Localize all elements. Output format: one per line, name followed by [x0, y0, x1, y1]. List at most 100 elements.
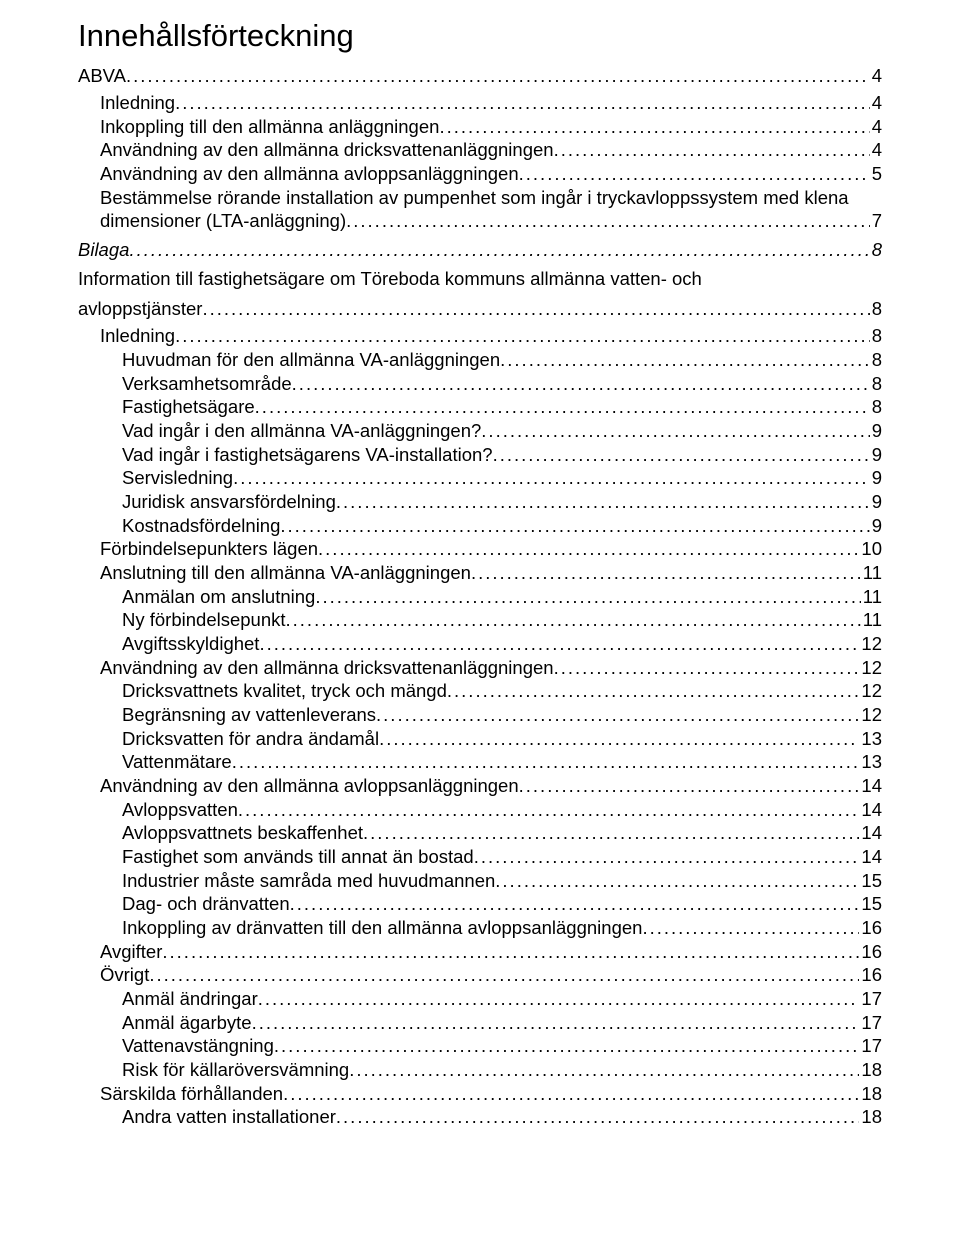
toc-leader-dots — [318, 537, 859, 561]
toc-entry: Anmäl ägarbyte17 — [78, 1011, 882, 1035]
toc-page-number: 18 — [859, 1105, 882, 1129]
toc-label: Dricksvattnets kvalitet, tryck och mängd — [122, 679, 447, 703]
toc-label: ABVA — [78, 64, 126, 88]
toc-leader-dots — [175, 91, 870, 115]
toc-leader-dots — [363, 821, 859, 845]
toc-label: Verksamhetsområde — [122, 372, 292, 396]
toc-page-number: 8 — [870, 395, 882, 419]
toc-leader-dots — [519, 162, 870, 186]
toc-page-number: 11 — [861, 561, 882, 585]
toc-leader-dots — [481, 419, 869, 443]
toc-page-number: 14 — [859, 798, 882, 822]
toc-leader-dots — [252, 1011, 860, 1035]
toc-entry: Avloppsvattnets beskaffenhet14 — [78, 821, 882, 845]
toc-leader-dots — [286, 608, 861, 632]
table-of-contents: ABVA4Inledning4Inkoppling till den allmä… — [78, 64, 882, 1130]
toc-entry: Vad ingår i fastighetsägarens VA-install… — [78, 443, 882, 467]
toc-leader-dots — [149, 963, 859, 987]
toc-label: Vattenmätare — [122, 750, 232, 774]
toc-leader-dots — [238, 798, 860, 822]
toc-leader-dots — [500, 348, 870, 372]
toc-entry: Vattenavstängning 17 — [78, 1034, 882, 1058]
toc-page-number: 12 — [859, 703, 882, 727]
toc-page-number: 17 — [859, 987, 882, 1011]
toc-entry: Anmäl ändringar 17 — [78, 987, 882, 1011]
toc-label: Huvudman för den allmänna VA-anläggninge… — [122, 348, 500, 372]
toc-entry: Ny förbindelsepunkt11 — [78, 608, 882, 632]
toc-page-number: 4 — [870, 115, 882, 139]
toc-entry: Dricksvatten för andra ändamål13 — [78, 727, 882, 751]
toc-label: Juridisk ansvarsfördelning — [122, 490, 336, 514]
toc-leader-dots — [554, 656, 860, 680]
toc-page-number: 15 — [859, 892, 882, 916]
toc-entry: Risk för källaröversvämning 18 — [78, 1058, 882, 1082]
toc-page-number: 16 — [859, 963, 882, 987]
toc-leader-dots — [232, 750, 860, 774]
toc-leader-dots — [233, 466, 870, 490]
toc-page-number: 8 — [870, 348, 882, 372]
toc-entry: Inledning8 — [78, 324, 882, 348]
toc-page-number: 8 — [870, 324, 882, 348]
toc-entry: Industrier måste samråda med huvudmannen… — [78, 869, 882, 893]
toc-leader-dots — [336, 490, 870, 514]
toc-label: Andra vatten installationer — [122, 1105, 336, 1129]
toc-label: Bestämmelse rörande installation av pump… — [100, 187, 849, 208]
toc-page-number: 9 — [870, 466, 882, 490]
toc-entry: Användning av den allmänna avloppsanlägg… — [78, 162, 882, 186]
toc-page-number: 18 — [859, 1058, 882, 1082]
toc-label: Avgiftsskyldighet — [122, 632, 259, 656]
toc-label: Kostnadsfördelning — [122, 514, 280, 538]
toc-label: Inkoppling av dränvatten till den allmän… — [122, 916, 642, 940]
toc-entry-line: Bestämmelse rörande installation av pump… — [78, 186, 882, 210]
toc-entry: Huvudman för den allmänna VA-anläggninge… — [78, 348, 882, 372]
toc-entry: Användning av den allmänna dricksvattena… — [78, 138, 882, 162]
toc-entry: Avgifter16 — [78, 940, 882, 964]
toc-label: Inledning — [100, 91, 175, 115]
toc-entry: Kostnadsfördelning 9 — [78, 514, 882, 538]
toc-leader-dots — [202, 297, 869, 321]
toc-label: avloppstjänster — [78, 297, 202, 321]
toc-label: Risk för källaröversvämning — [122, 1058, 349, 1082]
toc-leader-dots — [346, 209, 870, 233]
toc-entry: Anmälan om anslutning11 — [78, 585, 882, 609]
toc-page-number: 9 — [870, 443, 882, 467]
toc-entry: Särskilda förhållanden18 — [78, 1082, 882, 1106]
toc-page-number: 17 — [859, 1034, 882, 1058]
toc-leader-dots — [129, 238, 869, 262]
toc-leader-dots — [474, 845, 860, 869]
toc-entry: Fastighetsägare8 — [78, 395, 882, 419]
toc-label: Anmäl ägarbyte — [122, 1011, 252, 1035]
document-page: Innehållsförteckning ABVA4Inledning4Inko… — [0, 0, 960, 1245]
toc-entry: Användning av den allmänna avloppsanlägg… — [78, 774, 882, 798]
toc-entry: Bilaga8 — [78, 238, 882, 262]
toc-label: Vattenavstängning — [122, 1034, 274, 1058]
toc-label: Fastighet som används till annat än bost… — [122, 845, 474, 869]
toc-label: Industrier måste samråda med huvudmannen — [122, 869, 495, 893]
toc-page-number: 11 — [861, 585, 882, 609]
toc-label: Avloppsvatten — [122, 798, 238, 822]
toc-page-number: 12 — [859, 679, 882, 703]
toc-entry: avloppstjänster8 — [78, 297, 882, 321]
toc-leader-dots — [274, 1034, 860, 1058]
toc-label: Information till fastighetsägare om Töre… — [78, 268, 702, 289]
toc-page-number: 13 — [859, 727, 882, 751]
toc-leader-dots — [280, 514, 869, 538]
toc-page-number: 14 — [859, 774, 882, 798]
toc-page-number: 4 — [870, 64, 882, 88]
toc-page-number: 5 — [870, 162, 882, 186]
toc-entry: Dricksvattnets kvalitet, tryck och mängd… — [78, 679, 882, 703]
toc-page-number: 9 — [870, 419, 882, 443]
toc-leader-dots — [642, 916, 859, 940]
toc-page-number: 9 — [870, 514, 882, 538]
toc-label: Användning av den allmänna avloppsanlägg… — [100, 774, 519, 798]
toc-label: Anmäl ändringar — [122, 987, 258, 1011]
toc-entry: Andra vatten installationer 18 — [78, 1105, 882, 1129]
toc-entry: Dag- och dränvatten 15 — [78, 892, 882, 916]
toc-entry: Inledning4 — [78, 91, 882, 115]
toc-label: dimensioner (LTA-anläggning) — [100, 209, 346, 233]
toc-page-number: 16 — [859, 940, 882, 964]
toc-leader-dots — [439, 115, 869, 139]
toc-label: Dag- och dränvatten — [122, 892, 290, 916]
toc-entry: Avgiftsskyldighet12 — [78, 632, 882, 656]
toc-entry: Inkoppling av dränvatten till den allmän… — [78, 916, 882, 940]
